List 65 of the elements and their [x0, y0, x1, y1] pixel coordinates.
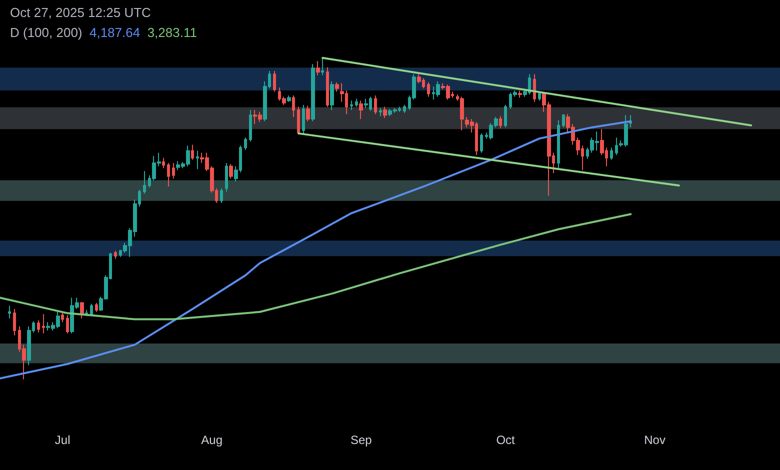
candlestick — [85, 309, 88, 317]
x-tick-label: Nov — [644, 433, 666, 447]
candlestick — [196, 150, 199, 170]
candlestick — [8, 305, 11, 319]
candlestick — [383, 106, 387, 119]
text: D (100, 200) — [10, 25, 82, 40]
candlestick — [562, 114, 565, 128]
candlestick — [330, 80, 334, 110]
candlestick — [379, 108, 382, 117]
candlestick — [162, 157, 165, 169]
candlestick — [66, 314, 69, 334]
candlestick — [480, 132, 483, 154]
x-tick-label: Jul — [54, 433, 70, 447]
candlestick — [499, 116, 502, 129]
candlestick — [533, 74, 536, 102]
candlestick — [244, 137, 247, 150]
candlestick — [359, 100, 363, 120]
candlestick — [13, 308, 16, 336]
candlestick — [436, 80, 440, 98]
candlestick — [95, 302, 98, 312]
text: 4,187.64 — [89, 25, 140, 40]
candlestick — [538, 91, 541, 102]
candlestick — [518, 90, 522, 98]
candlestick — [374, 94, 377, 115]
candlestick — [306, 105, 310, 122]
candlestick — [292, 94, 295, 118]
candlestick — [167, 162, 170, 187]
candlestick — [504, 104, 507, 128]
candlestick — [302, 104, 305, 134]
candlestick — [427, 82, 430, 98]
candlestick — [350, 100, 353, 110]
candlestick — [42, 314, 45, 334]
candlestick — [37, 320, 40, 333]
candlestick — [316, 60, 320, 76]
candlestick — [287, 94, 291, 102]
text: Oct 27, 2025 12:25 UTC — [10, 5, 151, 20]
candlestick — [355, 98, 358, 108]
candlestick — [114, 250, 117, 260]
candlestick — [249, 109, 252, 142]
x-tick-label: Aug — [201, 433, 223, 447]
candlestick — [364, 98, 368, 109]
candlestick — [460, 96, 464, 131]
candlestick — [191, 144, 194, 160]
candlestick — [610, 147, 613, 160]
text: 3,283.11 — [147, 25, 197, 40]
candlestick — [229, 163, 233, 179]
candlestick — [629, 114, 632, 128]
candlestick — [61, 311, 64, 323]
candlestick — [172, 162, 175, 179]
candlestick — [225, 162, 228, 192]
candlestick — [80, 301, 84, 319]
candlestick — [220, 188, 223, 204]
candlestick — [326, 66, 329, 108]
candlestick — [557, 120, 560, 169]
candlestick — [615, 137, 618, 156]
candlestick — [403, 104, 406, 114]
candlestick — [90, 303, 93, 317]
candlestick — [321, 57, 324, 76]
candlestick — [143, 170, 146, 194]
candlestick — [297, 106, 300, 135]
candlestick — [335, 82, 339, 92]
candlestick — [273, 70, 276, 92]
candlestick — [311, 63, 315, 122]
x-tick-label: Sep — [350, 433, 372, 447]
x-tick-label: Oct — [496, 433, 516, 447]
